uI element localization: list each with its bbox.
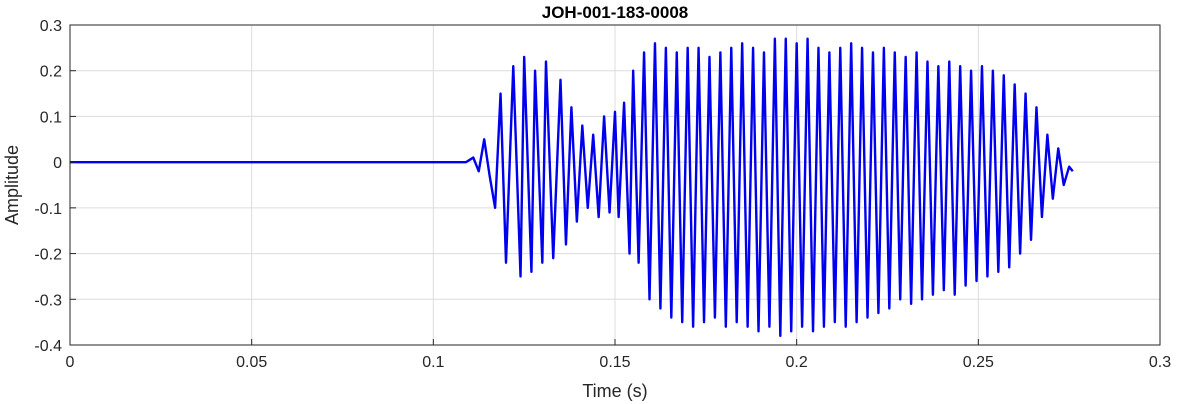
x-tick-label: 0 — [66, 354, 75, 371]
y-tick-label: 0.2 — [40, 64, 62, 81]
y-tick-label: 0.1 — [40, 109, 62, 126]
x-tick-label: 0.1 — [422, 354, 444, 371]
series-layer — [70, 37, 1074, 338]
y-tick-label: -0.1 — [34, 201, 62, 218]
y-tick-label: 0 — [53, 155, 62, 172]
y-tick-label: -0.3 — [34, 292, 62, 309]
x-tick-label: 0.05 — [236, 354, 267, 371]
y-axis-ticks: 0.3 0.2 0.1 0 -0.1 -0.2 -0.3 -0.4 — [34, 18, 76, 355]
chart-title: JOH-001-183-0008 — [542, 3, 688, 22]
x-tick-label: 0.3 — [1149, 354, 1171, 371]
x-tick-label: 0.25 — [963, 354, 994, 371]
y-axis-label: Amplitude — [2, 145, 22, 225]
x-tick-label: 0.15 — [599, 354, 630, 371]
x-axis-label: Time (s) — [582, 381, 647, 401]
x-axis-ticks: 0 0.05 0.1 0.15 0.2 0.25 0.3 — [66, 339, 1171, 371]
y-tick-label: 0.3 — [40, 18, 62, 35]
y-tick-label: -0.4 — [34, 338, 62, 355]
x-tick-label: 0.2 — [786, 354, 808, 371]
series-line — [70, 37, 1074, 338]
y-tick-label: -0.2 — [34, 247, 62, 264]
